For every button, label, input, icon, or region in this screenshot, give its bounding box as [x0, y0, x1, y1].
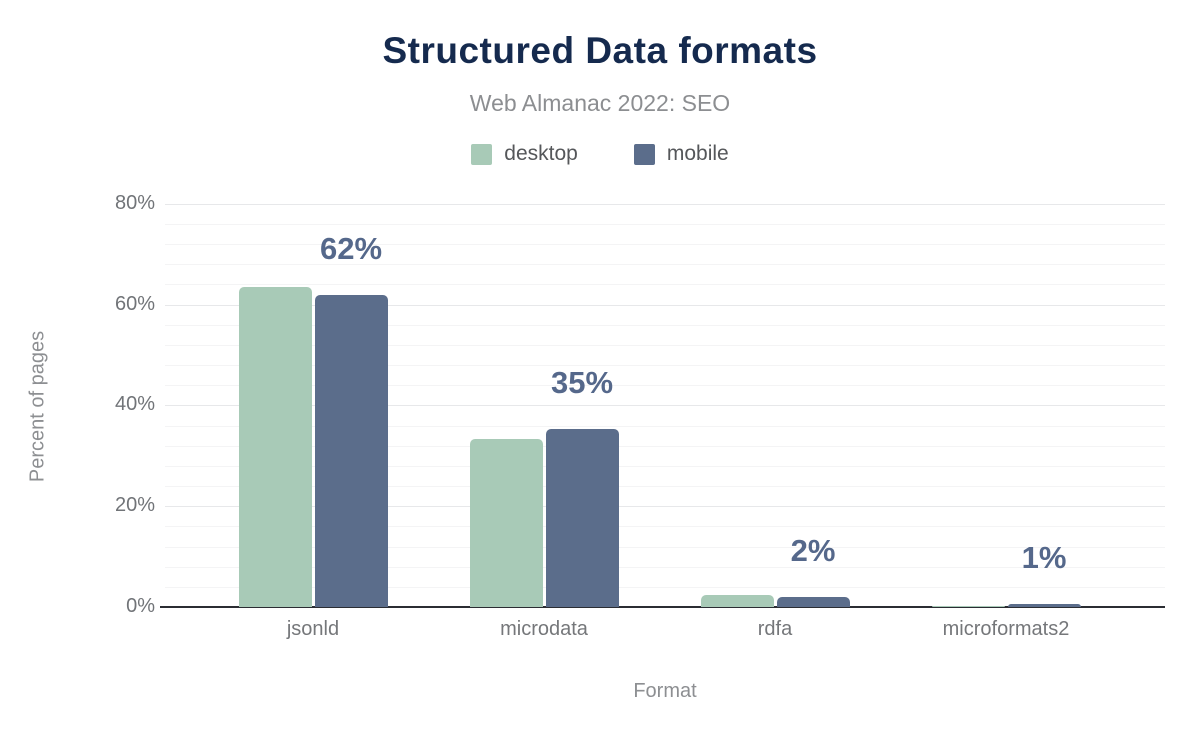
bar-mobile-microdata: [545, 429, 619, 607]
value-label-jsonld: 62%: [319, 231, 383, 267]
bar-mobile-rdfa: [776, 597, 850, 607]
gridline-minor: [165, 486, 1165, 488]
gridline-minor: [165, 324, 1165, 326]
gridline-major: [165, 405, 1165, 407]
value-label-microformats2: 1%: [1021, 540, 1067, 576]
x-axis-line: [160, 606, 1165, 608]
gridline-major: [165, 203, 1165, 205]
y-tick-40%: 40%: [114, 393, 155, 416]
bar-desktop-microformats2: [931, 606, 1005, 607]
y-tick-20%: 20%: [114, 494, 155, 517]
gridline-minor: [165, 365, 1165, 367]
chart-title: Structured Data formats: [382, 30, 818, 71]
value-label-microdata: 35%: [550, 365, 614, 401]
gridline-minor: [165, 223, 1165, 225]
legend-item-desktop: desktop: [471, 142, 578, 166]
gridline-minor: [165, 526, 1165, 528]
bar-desktop-rdfa: [700, 594, 774, 607]
x-tick-jsonld: jsonld: [286, 618, 340, 640]
legend-label-desktop: desktop: [504, 142, 578, 165]
gridline-minor: [165, 425, 1165, 427]
x-tick-microformats2: microformats2: [942, 618, 1070, 640]
legend-swatch-mobile: [633, 143, 655, 165]
legend-label-mobile: mobile: [666, 142, 729, 165]
gridline-minor: [165, 566, 1165, 568]
gridline-major: [165, 506, 1165, 508]
gridline-minor: [165, 586, 1165, 588]
gridline-minor: [165, 244, 1165, 246]
gridline-minor: [165, 264, 1165, 266]
value-label-rdfa: 2%: [790, 533, 836, 569]
legend-item-mobile: mobile: [633, 142, 729, 166]
legend: desktop mobile: [0, 142, 1200, 166]
bar-desktop-microdata: [469, 438, 543, 607]
gridline-minor: [165, 344, 1165, 346]
gridline-minor: [165, 284, 1165, 286]
gridline-major: [165, 304, 1165, 306]
bar-desktop-jsonld: [238, 286, 312, 607]
gridline-minor: [165, 385, 1165, 387]
y-tick-80%: 80%: [114, 191, 155, 214]
y-tick-0%: 0%: [126, 595, 155, 617]
gridline-minor: [165, 546, 1165, 548]
bar-mobile-microformats2: [1007, 604, 1081, 607]
x-tick-rdfa: rdfa: [757, 618, 793, 640]
legend-swatch-desktop: [471, 143, 493, 165]
bar-mobile-jsonld: [314, 295, 388, 607]
x-tick-microdata: microdata: [500, 618, 588, 640]
x-axis-title: Format: [633, 680, 697, 702]
y-tick-60%: 60%: [114, 292, 155, 315]
gridline-minor: [165, 445, 1165, 447]
chart-subtitle: Web Almanac 2022: SEO: [469, 90, 731, 116]
gridline-minor: [165, 465, 1165, 467]
